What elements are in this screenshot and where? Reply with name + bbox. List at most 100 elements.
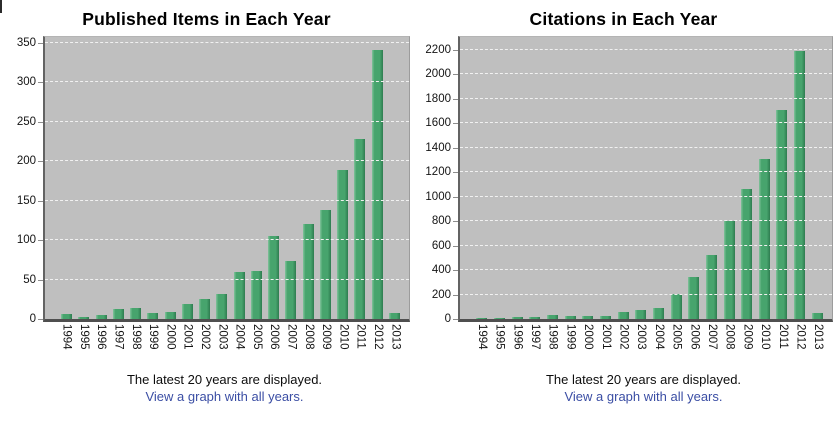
bar-1995 — [493, 318, 505, 319]
bar-2010 — [337, 170, 349, 319]
bar-slot — [685, 37, 703, 319]
x-label-slot: 2004 — [650, 324, 668, 368]
bar-2002 — [199, 299, 211, 319]
x-label-slot: 2013 — [809, 324, 827, 368]
x-axis-label: 2013 — [812, 324, 825, 350]
x-axis-label: 1997 — [112, 324, 125, 350]
x-axis-label: 2012 — [794, 324, 807, 350]
x-label-slot: 1996 — [93, 324, 110, 368]
x-axis-label: 1994 — [475, 324, 488, 350]
plot-area-published — [43, 36, 410, 322]
bar-1994 — [61, 314, 73, 319]
published-items-panel: Published Items in Each Year 0 50 100 150 20… — [3, 0, 410, 406]
x-label-slot: 2011 — [774, 324, 792, 368]
x-axis-label: 1999 — [564, 324, 577, 350]
bar-slot — [473, 37, 491, 319]
bar-2009 — [319, 210, 331, 319]
x-label-slot: 1995 — [491, 324, 509, 368]
plot-area-citations — [458, 36, 833, 322]
x-axis-label: 2006 — [268, 324, 281, 350]
x-label-slot: 2006 — [266, 324, 283, 368]
x-axis-label: 1996 — [511, 324, 524, 350]
bar-slot — [579, 37, 597, 319]
bar-2004 — [652, 308, 664, 319]
bar-2011 — [776, 110, 788, 319]
bar-1998 — [546, 315, 558, 319]
x-axis-label: 2002 — [199, 324, 212, 350]
bar-2008 — [302, 224, 314, 319]
bar-2010 — [758, 159, 770, 319]
x-axis-citations: 1994 1995 1996 1997 1998 1999 2000 2001 2002 2003… — [460, 322, 833, 368]
x-axis-label: 1998 — [129, 324, 142, 350]
x-label-slot: 1998 — [544, 324, 562, 368]
x-label-slot: 2000 — [162, 324, 179, 368]
bar-slot — [808, 37, 826, 319]
x-axis-label: 2006 — [688, 324, 701, 350]
bar-slot — [632, 37, 650, 319]
bar-slot — [791, 37, 809, 319]
bar-2013 — [388, 313, 400, 319]
bar-2012 — [794, 51, 806, 319]
y-axis-citations: 0 200 400 600 800 1000 1200 1400 1600 1800 2000 220… — [414, 36, 459, 325]
published-items-chart: 0 50 100 150 200 250 300 350 — [3, 36, 410, 325]
y-axis-label: 0 — [444, 313, 459, 325]
x-axis-label: 2007 — [705, 324, 718, 350]
y-axis-label: 0 — [29, 313, 44, 325]
bar-slot — [491, 37, 509, 319]
bar-slot — [667, 37, 685, 319]
bar-2004 — [233, 272, 245, 319]
bar-2009 — [741, 189, 753, 319]
x-label-slot: 2002 — [615, 324, 633, 368]
x-axis-label: 1994 — [60, 324, 73, 350]
y-axis-label: 1000 — [425, 190, 458, 203]
bar-2006 — [268, 236, 280, 319]
x-label-slot: 2008 — [300, 324, 317, 368]
bar-1994 — [476, 318, 488, 319]
bar-slot — [544, 37, 562, 319]
x-label-slot: 1998 — [127, 324, 144, 368]
x-axis-label: 1998 — [546, 324, 559, 350]
x-label-slot: 2009 — [739, 324, 757, 368]
bar-2000 — [164, 312, 176, 319]
y-axis-label: 1800 — [425, 92, 458, 105]
x-label-slot: 2006 — [685, 324, 703, 368]
citations-panel: Citations in Each Year 0 200 400 600 800 1000… — [414, 0, 833, 406]
bar-slot — [773, 37, 791, 319]
x-axis-label: 2009 — [320, 324, 333, 350]
y-axis-label: 300 — [16, 76, 44, 89]
y-axis-label: 1600 — [425, 117, 458, 130]
bar-slot — [703, 37, 721, 319]
x-label-slot: 2001 — [597, 324, 615, 368]
y-axis-label: 100 — [16, 234, 44, 247]
bar-slot — [127, 37, 144, 319]
bar-2008 — [723, 221, 735, 319]
x-label-slot: 1994 — [58, 324, 75, 368]
x-axis-label: 2001 — [181, 324, 194, 350]
bar-slot — [526, 37, 544, 319]
x-axis-label: 1996 — [95, 324, 108, 350]
x-label-slot: 1996 — [508, 324, 526, 368]
citations-title: Citations in Each Year — [529, 9, 718, 29]
bar-2013 — [811, 313, 823, 319]
bar-slot — [334, 37, 351, 319]
bar-2011 — [354, 139, 366, 319]
x-label-slot: 2007 — [283, 324, 300, 368]
x-axis-label: 2005 — [670, 324, 683, 350]
x-label-slot: 1997 — [526, 324, 544, 368]
x-axis-published: 1994 1995 1996 1997 1998 1999 2000 2001 2002 2003… — [45, 322, 410, 368]
published-items-footer: The latest 20 years are displayed. View … — [3, 371, 410, 406]
x-axis-label: 2007 — [285, 324, 298, 350]
window-edge-artifact — [0, 0, 2, 13]
bar-slot — [162, 37, 179, 319]
footer-note: The latest 20 years are displayed. — [126, 372, 323, 387]
view-all-years-link[interactable]: View a graph with all years. — [145, 389, 304, 404]
y-axis-label: 200 — [16, 155, 44, 168]
y-axis-label: 600 — [431, 239, 459, 252]
view-all-years-link[interactable]: View a graph with all years. — [564, 389, 723, 404]
x-label-slot: 1999 — [562, 324, 580, 368]
y-axis-label: 250 — [16, 115, 44, 128]
x-axis-label: 2009 — [741, 324, 754, 350]
bar-2001 — [599, 316, 611, 319]
bar-slot — [597, 37, 615, 319]
